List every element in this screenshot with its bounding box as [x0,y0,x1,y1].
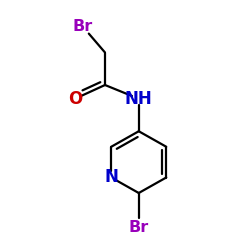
Text: NH: NH [125,90,152,108]
Text: Br: Br [128,220,149,235]
Text: N: N [104,168,118,186]
Text: Br: Br [72,19,92,34]
Text: O: O [68,90,82,108]
